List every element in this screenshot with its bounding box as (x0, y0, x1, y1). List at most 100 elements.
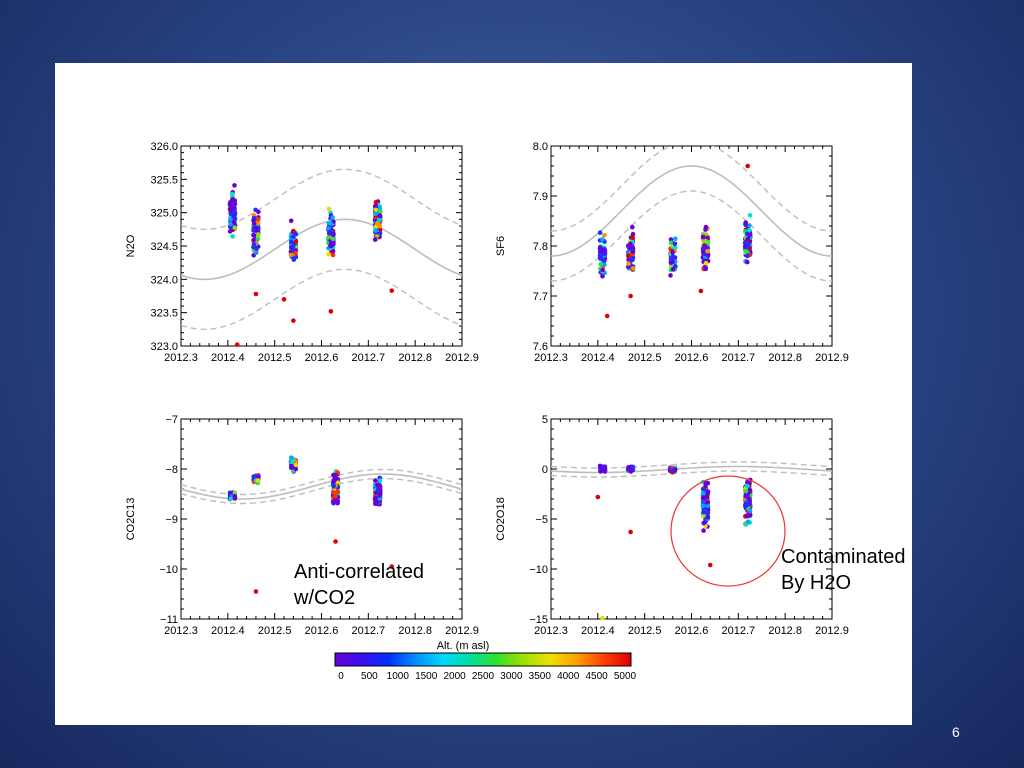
data-point (670, 250, 675, 255)
data-point (373, 497, 378, 503)
data-point (703, 260, 709, 266)
data-point (600, 273, 605, 279)
x-tick-label: 2012.6 (305, 352, 339, 364)
data-point (747, 488, 753, 493)
data-point (745, 519, 751, 525)
data-point (745, 241, 750, 247)
data-point (326, 206, 332, 212)
x-tick-label: 2012.4 (211, 352, 245, 364)
data-point (377, 496, 383, 501)
outlier-point (745, 163, 750, 169)
data-point (288, 218, 294, 224)
data-point (255, 478, 261, 483)
fit-curve-upper (551, 146, 832, 232)
data-point (747, 508, 753, 513)
data-point (700, 490, 706, 496)
fit-curve (181, 218, 462, 281)
x-tick-label: 2012.7 (722, 352, 756, 364)
y-tick-label: 324.0 (150, 274, 178, 286)
colorbar-tick-label: 2000 (443, 671, 466, 682)
colorbar-tick-label: 3000 (500, 671, 523, 682)
x-tick-label: 2012.8 (768, 625, 802, 637)
data-point (377, 213, 383, 219)
data-point (328, 221, 334, 227)
colorbar-tick-label: 5000 (614, 671, 637, 682)
data-point (630, 249, 636, 254)
fit-curve-lower (181, 477, 462, 505)
plot-area (551, 461, 832, 533)
y-tick-label: 0 (542, 464, 548, 476)
data-point (670, 267, 676, 272)
data-point (228, 496, 233, 502)
data-point (228, 211, 234, 217)
data-point (597, 230, 603, 235)
data-point (288, 252, 294, 258)
x-tick-label: 2012.4 (581, 625, 615, 637)
data-point (331, 232, 336, 237)
x-tick-label: 2012.7 (352, 625, 386, 637)
data-point (255, 216, 261, 222)
colorbar-tick-label: 1000 (387, 671, 410, 682)
outlier-point (234, 342, 240, 347)
data-point (377, 478, 383, 484)
data-point (703, 238, 708, 244)
x-tick-label: 2012.9 (815, 625, 849, 637)
x-tick-label: 2012.3 (164, 352, 198, 364)
data-point (293, 232, 299, 237)
colorbar-tick-label: 4000 (557, 671, 580, 682)
fit-curve-upper (181, 168, 462, 230)
data-point (332, 477, 338, 482)
y-axis-label: N2O (125, 234, 137, 257)
y-tick-label: 325.0 (150, 208, 178, 220)
y-tick-label: −7 (165, 414, 178, 426)
y-tick-label: 7.9 (533, 191, 548, 203)
plot-area (181, 168, 462, 330)
fit-curve (181, 473, 462, 500)
annotation-anti-correlated: Anti-correlated w/CO2 (294, 561, 425, 609)
data-point (672, 245, 678, 250)
data-point (668, 240, 674, 246)
data-point (705, 514, 711, 520)
data-point (628, 245, 633, 250)
x-tick-label: 2012.6 (675, 625, 709, 637)
data-point (670, 468, 676, 473)
data-point (377, 231, 383, 236)
data-point (668, 237, 674, 242)
y-tick-label: −8 (165, 464, 178, 476)
y-tick-label: −11 (160, 614, 178, 626)
x-tick-label: 2012.5 (628, 625, 662, 637)
data-point (630, 231, 636, 237)
data-point (232, 494, 238, 499)
data-point (628, 241, 633, 247)
data-point (333, 472, 339, 478)
data-point (598, 465, 603, 470)
outlier-point (333, 539, 338, 544)
data-point (704, 510, 710, 516)
data-point (602, 233, 607, 238)
data-point (598, 261, 604, 267)
data-point (330, 252, 336, 258)
y-tick-label: 325.5 (150, 174, 178, 186)
data-point (251, 474, 256, 479)
y-axis-label: CO2O18 (495, 497, 507, 540)
data-point (626, 261, 631, 266)
data-point (330, 215, 335, 220)
data-point (375, 221, 381, 227)
chart-panel-2: 2012.3 2012.4 2012.5 2012.6 2012.7 2012.8 2012… (495, 141, 849, 364)
outlier-point (389, 288, 395, 293)
data-point (293, 239, 299, 245)
data-point (630, 235, 635, 241)
colorbar: Alt. (m asl) 0 500 1000 1500 2000 2500 3000 3500… (334, 640, 637, 682)
data-point (232, 216, 238, 221)
outlier-point (707, 562, 713, 568)
data-point (230, 234, 235, 239)
slide-number: 6 (952, 724, 960, 740)
data-point (373, 211, 378, 217)
y-tick-label: 8.0 (533, 141, 548, 153)
data-point (700, 246, 706, 251)
y-axis-label: SF6 (495, 236, 507, 256)
outlier-point (628, 529, 633, 535)
data-point (232, 225, 237, 230)
data-point (289, 239, 294, 244)
data-point (291, 228, 296, 234)
